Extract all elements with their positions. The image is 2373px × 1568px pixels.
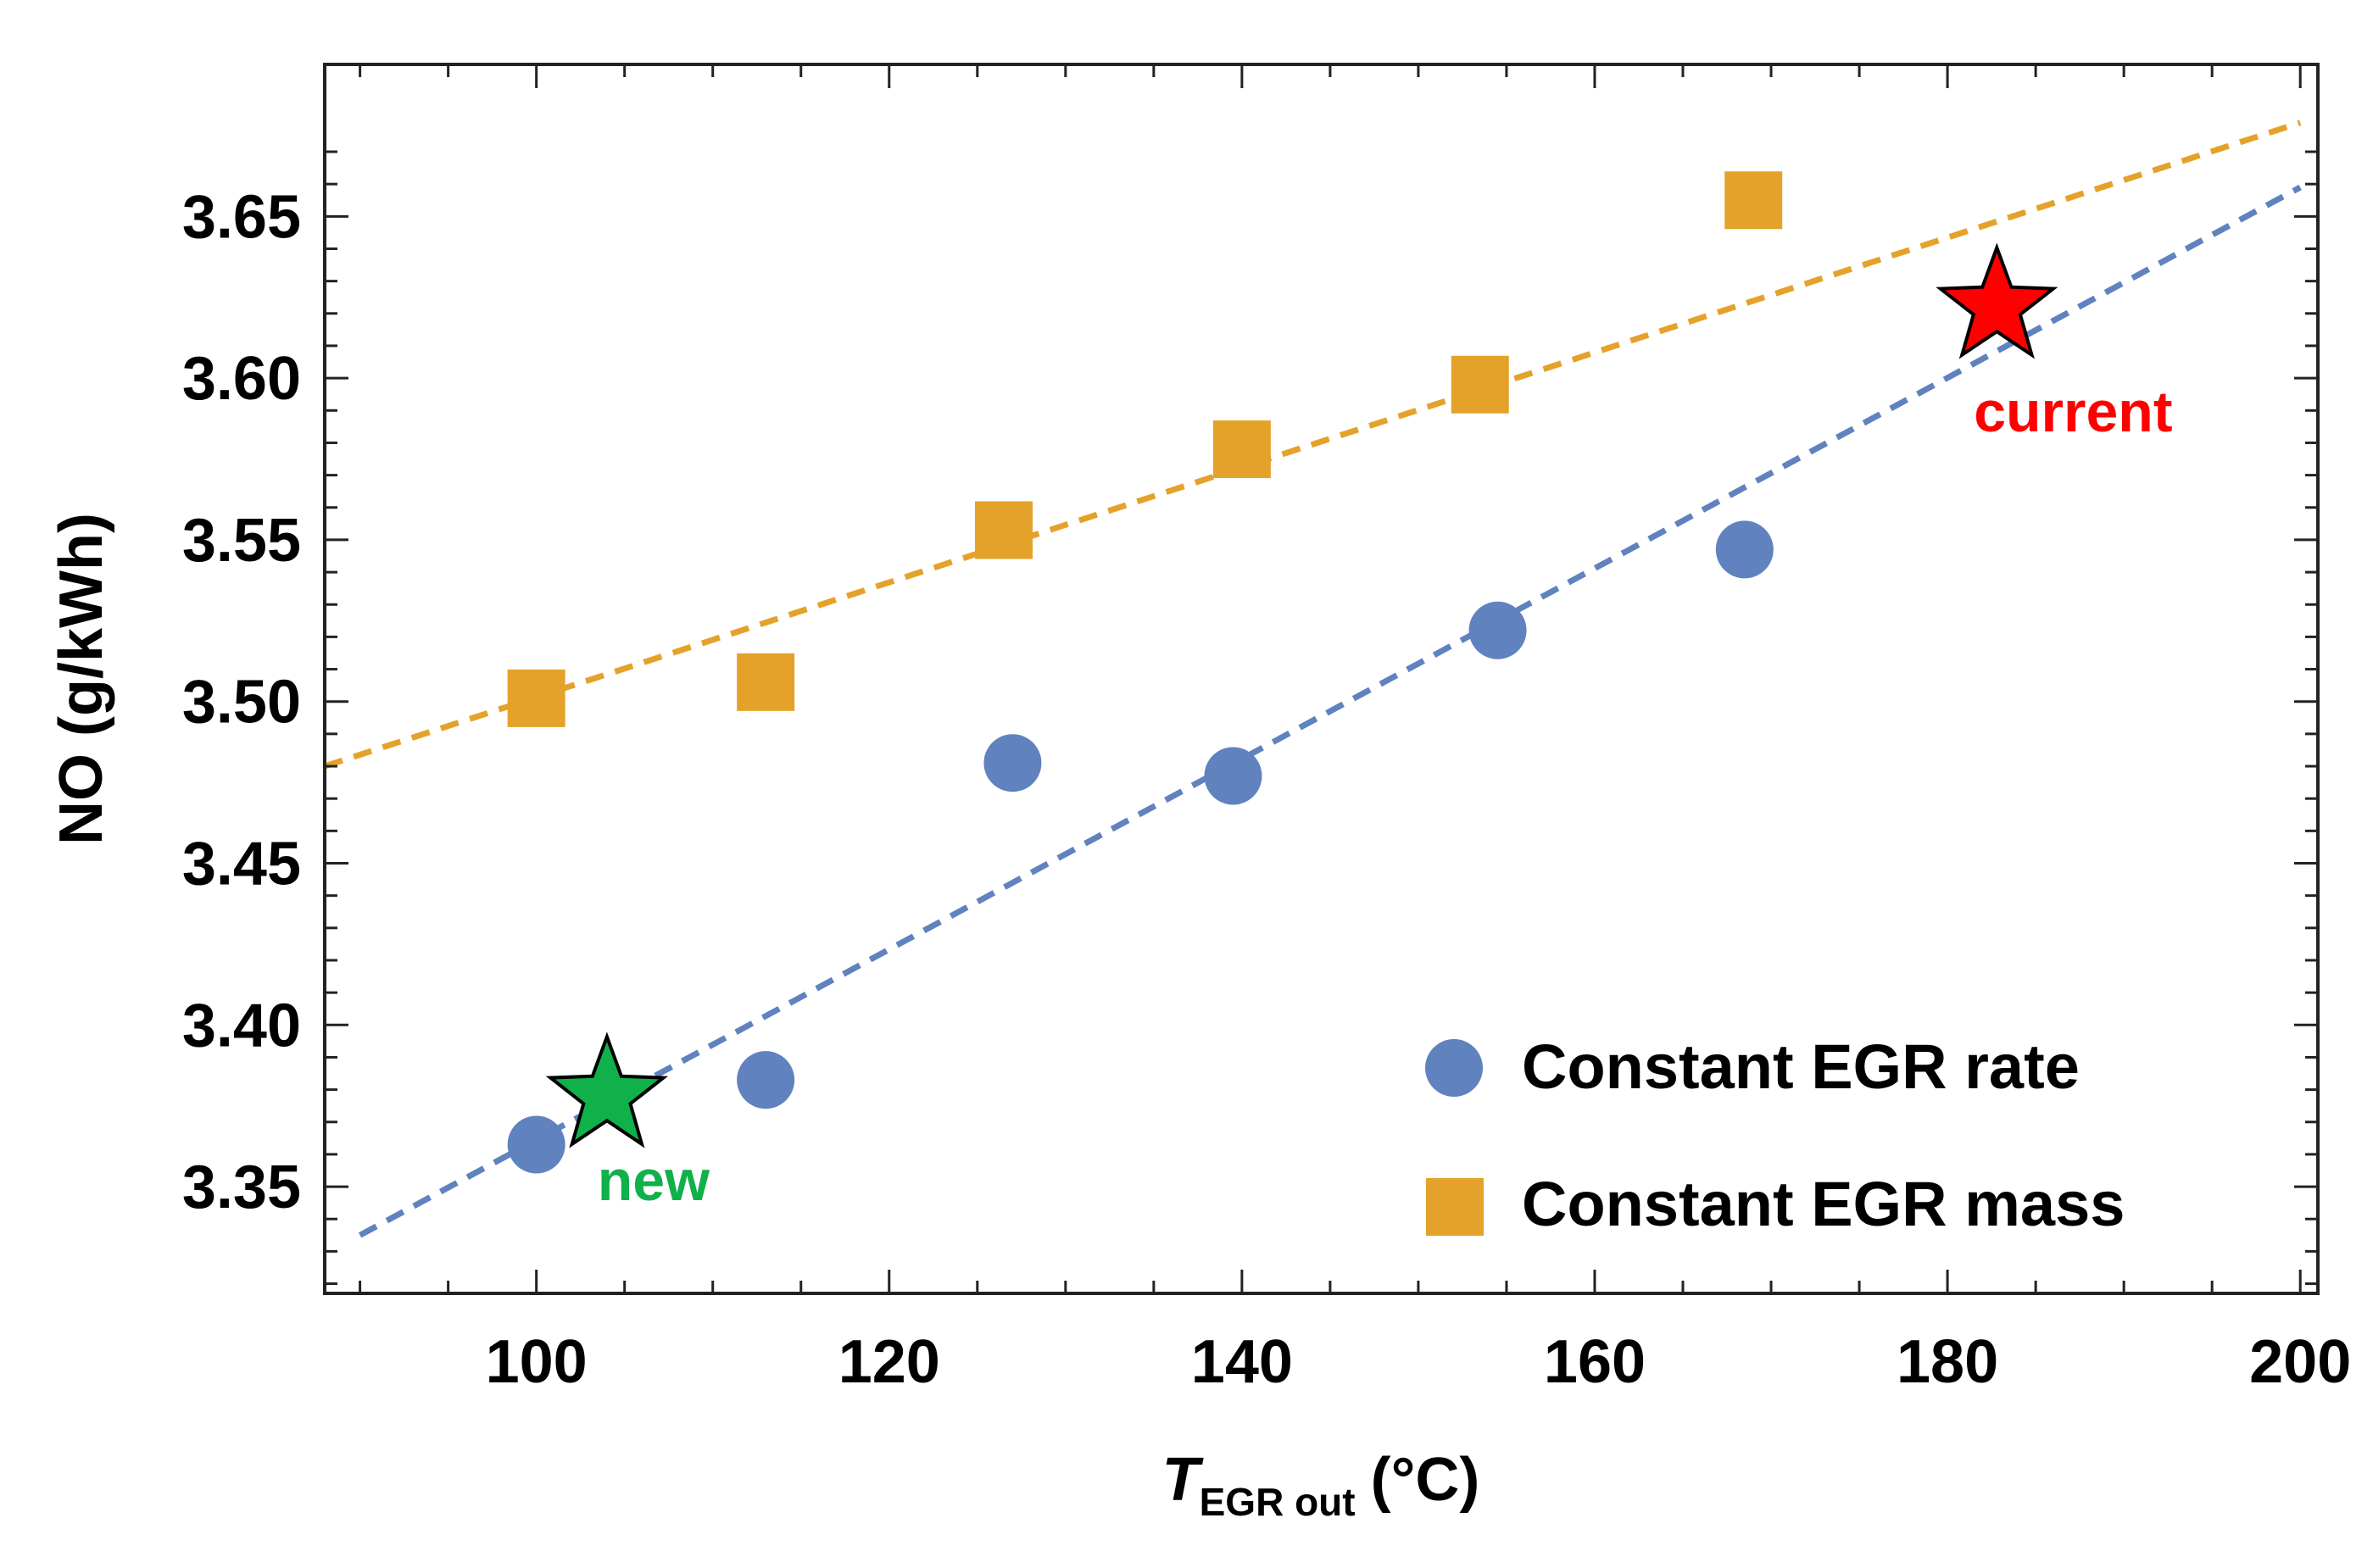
y-tick-label: 3.65 [182,183,301,251]
data-point-square [737,653,795,711]
legend-label-rate: Constant EGR rate [1522,1031,2080,1102]
annotation-label-new: new [598,1148,710,1213]
legend-label-mass: Constant EGR mass [1522,1169,2125,1239]
x-axis-title-subscript: EGR out [1200,1480,1356,1524]
data-point-circle [1715,520,1774,579]
y-tick-label: 3.55 [182,507,301,575]
data-point-square [507,669,565,727]
x-tick-label: 140 [1191,1328,1293,1396]
x-tick-label: 100 [486,1328,588,1396]
data-point-square [1451,355,1509,414]
x-tick-label: 160 [1544,1328,1646,1396]
fit-lines [323,120,2302,1238]
y-axis-title: NO (g/kWh) [47,513,115,845]
y-tick-label: 3.45 [182,831,301,898]
x-tick-label: 200 [2249,1328,2351,1396]
data-point-circle [1468,601,1527,659]
axis-tick-labels: 100 120 140 160 180 200 3.35 3.40 3.45 3.50 3.55 3.… [182,183,2351,1396]
annotation-label-current: current [1974,380,2172,444]
x-axis-title-unit: (°C) [1371,1446,1480,1514]
x-tick-label: 180 [1897,1328,1998,1396]
y-tick-label: 3.60 [182,345,301,413]
fit-line-mass [323,120,2302,770]
y-tick-label: 3.35 [182,1154,301,1221]
x-tick-label: 120 [838,1328,940,1396]
data-point-square [1212,420,1271,479]
data-point-circle [737,1051,795,1109]
fit-line-rate [358,184,2302,1238]
legend-marker-square [1426,1178,1484,1236]
data-point-circle [1204,747,1262,805]
y-tick-label: 3.50 [182,669,301,737]
plot-frame [323,63,2320,1295]
annotations: current new [545,242,2172,1213]
x-axis-title-main: T [1162,1446,1205,1514]
data-point-circle [983,734,1042,792]
data-point-square [1724,171,1783,230]
legend: Constant EGR rate Constant EGR mass [1425,1031,2125,1239]
axis-ticks [325,64,2318,1293]
star-marker-new [545,1031,669,1148]
y-tick-label: 3.40 [182,992,301,1059]
data-points [507,171,1783,1174]
legend-marker-circle [1425,1039,1483,1097]
data-point-circle [507,1115,565,1174]
data-point-square [975,501,1033,559]
star-marker-current [1936,242,2058,359]
x-axis-title: TEGR out (°C) [1162,1446,1480,1524]
